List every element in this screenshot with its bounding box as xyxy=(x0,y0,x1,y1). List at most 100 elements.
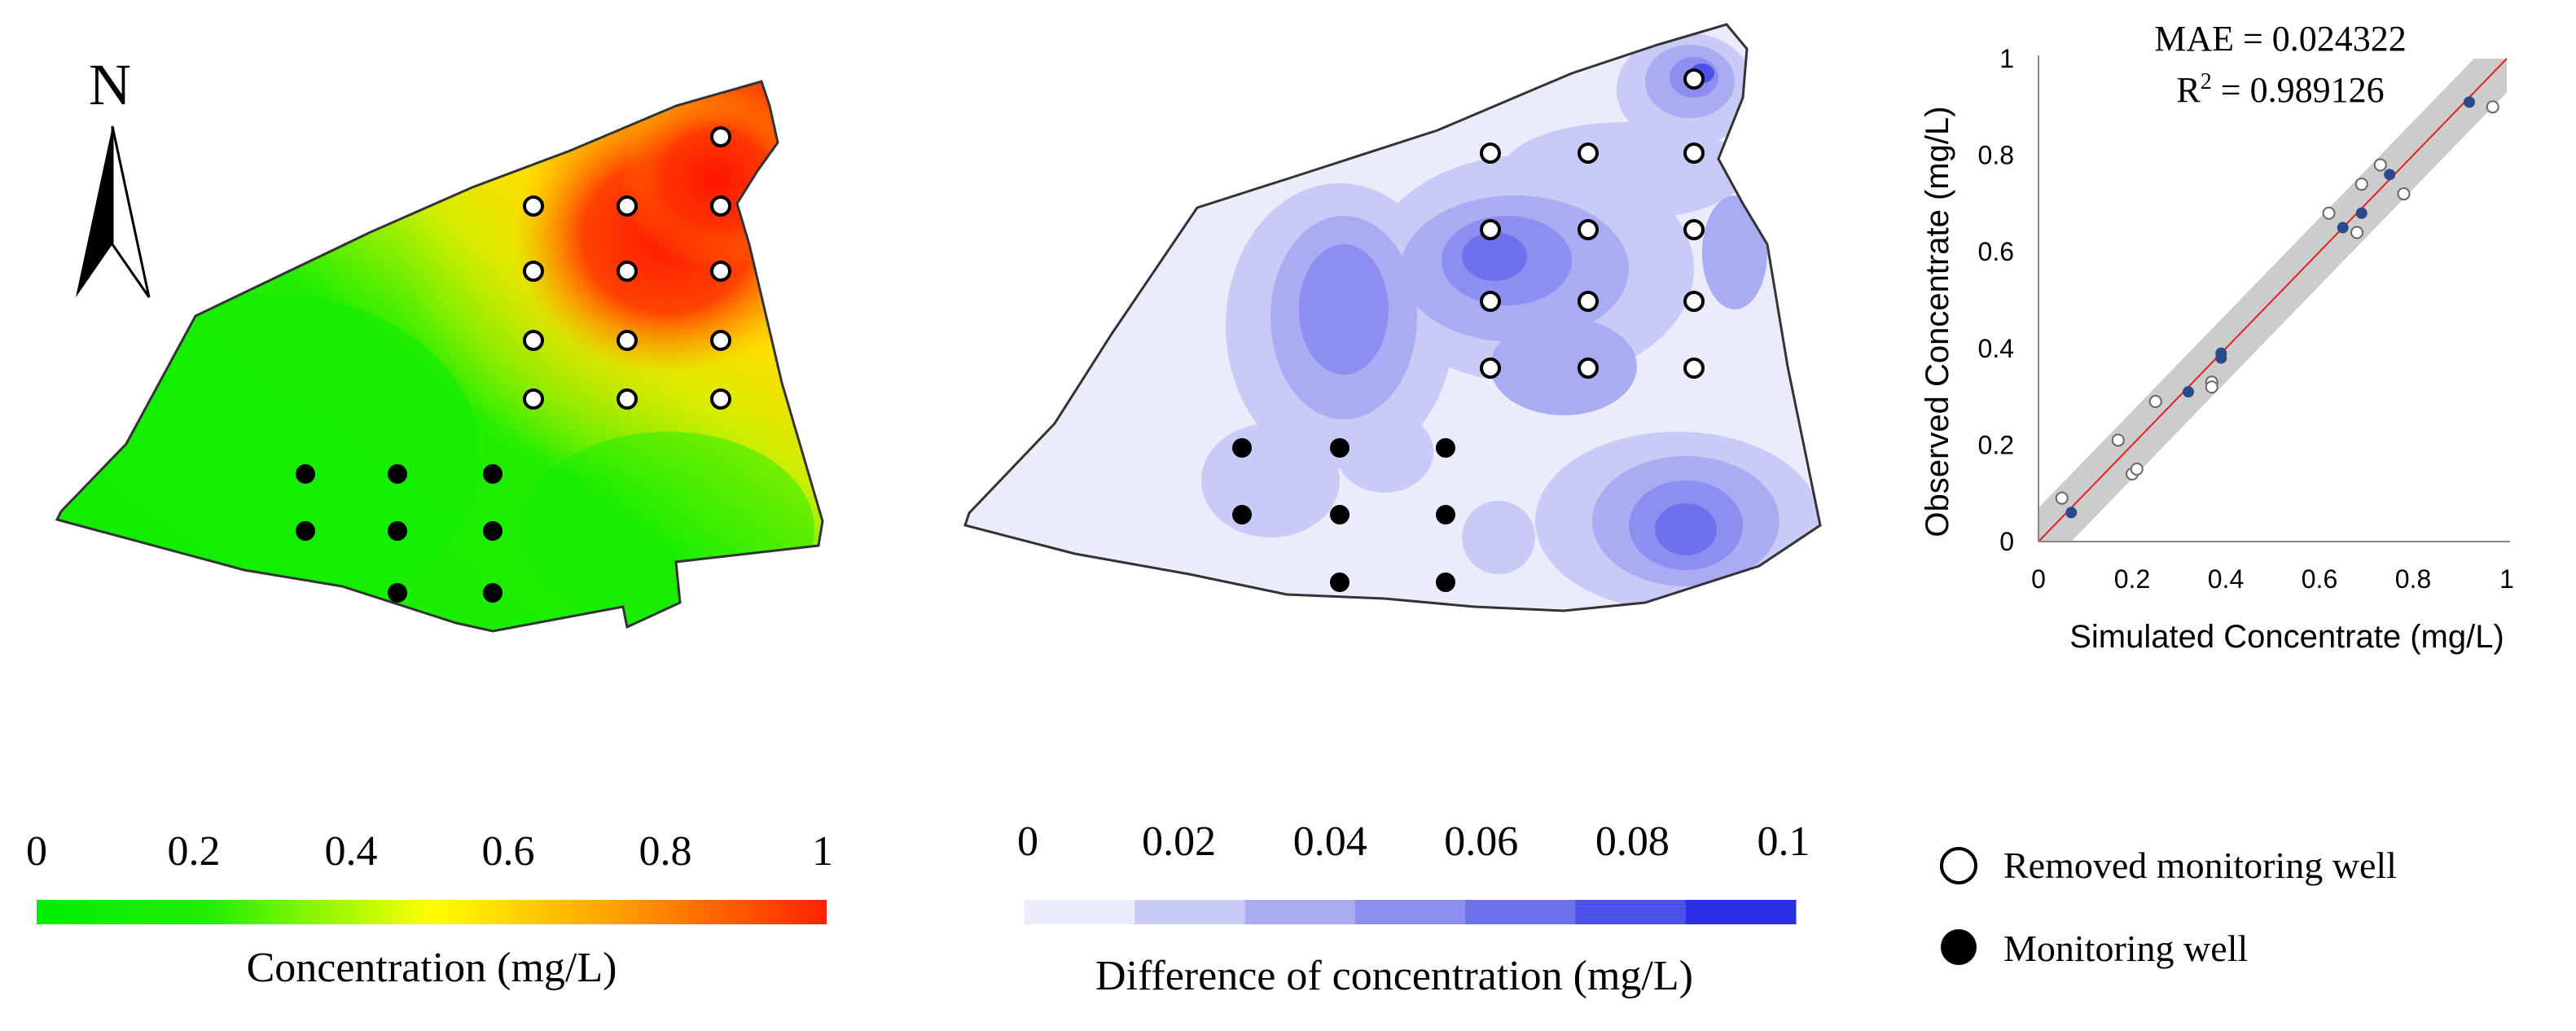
difference-colorbar-swatch xyxy=(1025,900,1135,924)
north-arrow-icon xyxy=(76,125,151,298)
monitoring-well-marker xyxy=(388,464,407,484)
colorbar-tick-label: 0.02 xyxy=(1142,818,1216,865)
y-tick-label: 0.2 xyxy=(1978,430,2014,459)
removed-well-marker xyxy=(1578,291,1599,312)
r2-label: R2 = 0.989126 xyxy=(2176,69,2384,110)
fit-line xyxy=(2038,58,2508,542)
monitoring-well-marker xyxy=(1232,438,1252,458)
removed-well-marker xyxy=(1480,358,1501,379)
legend-removed-label: Removed monitoring well xyxy=(2003,845,2397,886)
colorbar-tick-label: 0.06 xyxy=(1444,818,1518,865)
north-label: N xyxy=(89,52,131,117)
removed-well-marker xyxy=(617,261,638,282)
removed-well-marker xyxy=(1480,143,1501,164)
scatter-point-monitoring xyxy=(2337,222,2349,234)
well-legend: Removed monitoring well Monitoring well xyxy=(1940,845,2397,969)
removed-well-marker xyxy=(1578,358,1599,379)
monitoring-well-marker xyxy=(296,464,315,484)
monitoring-well-marker xyxy=(483,521,502,541)
scatter-point-removed xyxy=(2130,463,2144,476)
scatter-chart: MAE = 0.024322 R2 = 0.989126 0 0.2 0.4 0.6 0… xyxy=(1920,19,2514,655)
legend-monitoring-marker xyxy=(1941,929,1977,965)
removed-well-marker xyxy=(1683,291,1705,312)
removed-well-marker xyxy=(523,261,544,282)
removed-well-marker xyxy=(710,330,731,351)
monitoring-well-marker xyxy=(1232,505,1252,524)
difference-colorbar-label: Difference of concentration (mg/L) xyxy=(1095,953,1693,999)
removed-well-marker xyxy=(710,261,731,282)
removed-well-marker xyxy=(523,330,544,351)
map1-boundary xyxy=(55,80,824,633)
scatter-point-removed xyxy=(2111,433,2125,447)
map2-removed-wells xyxy=(1480,68,1705,379)
removed-well-marker xyxy=(617,388,638,410)
scatter-point-monitoring xyxy=(2384,169,2396,181)
colorbar-tick-label: 0 xyxy=(1017,818,1038,865)
difference-colorbar-swatches xyxy=(1025,900,1797,924)
monitoring-well-marker xyxy=(1330,438,1349,458)
difference-colorbar-swatch xyxy=(1575,900,1687,924)
difference-colorbar-swatch xyxy=(1465,900,1576,924)
colorbar-tick-label: 0.2 xyxy=(168,828,221,875)
removed-well-marker xyxy=(1683,358,1705,379)
concentration-colorbar-gradient xyxy=(37,900,827,924)
removed-well-marker xyxy=(617,195,638,217)
scatter-ylabel: Observed Concentrate (mg/L) xyxy=(1920,106,1955,537)
x-tick-label: 0.4 xyxy=(2208,564,2244,594)
y-tick-label: 0.6 xyxy=(1978,237,2014,266)
x-tick-label: 0.2 xyxy=(2114,564,2150,594)
removed-well-marker xyxy=(523,388,544,410)
scatter-xlabel: Simulated Concentrate (mg/L) xyxy=(2069,619,2504,655)
y-tick-label: 0.4 xyxy=(1978,334,2014,363)
difference-colorbar-swatch xyxy=(1134,900,1246,924)
colorbar-tick-label: 0 xyxy=(26,828,47,875)
scatter-point-removed xyxy=(2354,178,2368,191)
scatter-point-removed xyxy=(2373,158,2387,172)
scatter-point-removed xyxy=(2148,395,2162,409)
legend-removed-marker xyxy=(1940,847,1977,884)
removed-well-marker xyxy=(1683,68,1705,90)
scatter-point-removed xyxy=(2205,380,2218,394)
monitoring-well-marker xyxy=(483,464,502,484)
scatter-point-removed xyxy=(2322,206,2336,220)
monitoring-well-marker xyxy=(1330,505,1349,524)
removed-well-marker xyxy=(523,195,544,217)
y-tick-label: 0 xyxy=(1999,527,2014,556)
monitoring-well-marker xyxy=(296,521,315,541)
monitoring-well-marker xyxy=(1436,438,1455,458)
y-tick-label: 0.8 xyxy=(1978,141,2014,170)
map2-monitoring-wells xyxy=(1232,438,1455,592)
removed-well-marker xyxy=(710,388,731,410)
map1-removed-wells xyxy=(523,126,731,410)
removed-well-marker xyxy=(710,195,731,217)
map2-boundary xyxy=(963,23,1822,612)
scatter-point-monitoring xyxy=(2183,386,2194,398)
x-tick-label: 0.8 xyxy=(2395,564,2431,594)
colorbar-tick-label: 0.4 xyxy=(325,828,378,875)
monitoring-well-marker xyxy=(388,583,407,603)
difference-colorbar-swatch xyxy=(1685,900,1797,924)
colorbar-tick-label: 1 xyxy=(812,828,833,875)
scatter-point-monitoring xyxy=(2464,96,2475,108)
monitoring-well-marker xyxy=(1330,573,1349,592)
x-tick-label: 0 xyxy=(2031,564,2046,594)
scatter-point-monitoring xyxy=(2065,507,2078,519)
difference-colorbar-swatch xyxy=(1354,900,1466,924)
colorbar-tick-label: 0.6 xyxy=(482,828,535,875)
difference-colorbar: 0 0.02 0.04 0.06 0.08 0.1 Difference of conce… xyxy=(1017,818,1810,999)
x-tick-label: 0.6 xyxy=(2302,564,2337,594)
x-tick-label: 1 xyxy=(2499,564,2514,594)
removed-well-marker xyxy=(617,330,638,351)
monitoring-well-marker xyxy=(388,521,407,541)
concentration-colorbar: 0 0.2 0.4 0.6 0.8 1 Concentration (mg/L) xyxy=(26,828,833,991)
colorbar-tick-label: 0.8 xyxy=(639,828,692,875)
removed-well-marker xyxy=(1480,291,1501,312)
removed-well-marker xyxy=(1683,219,1705,240)
removed-well-marker xyxy=(1683,143,1705,164)
colorbar-tick-label: 0.1 xyxy=(1758,818,1810,865)
scatter-point-removed xyxy=(2350,226,2363,239)
scatter-point-removed xyxy=(2397,187,2411,201)
scatter-point-monitoring xyxy=(2215,347,2227,359)
removed-well-marker xyxy=(1480,219,1501,240)
difference-colorbar-swatch xyxy=(1244,900,1356,924)
